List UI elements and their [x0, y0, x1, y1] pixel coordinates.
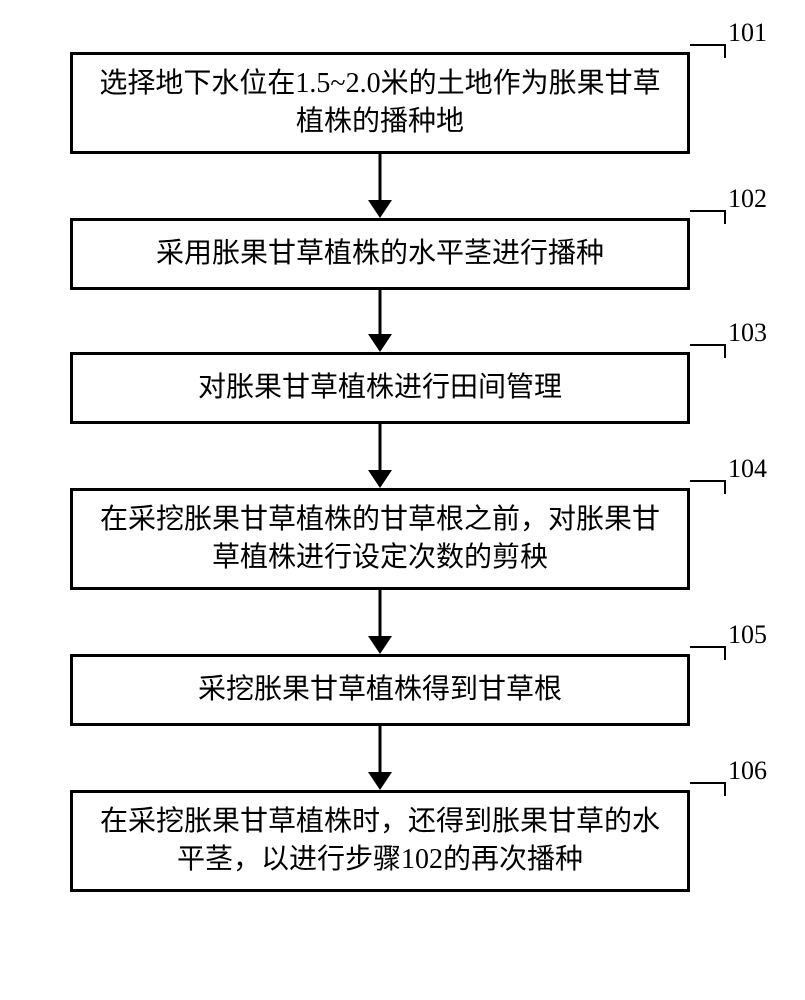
arrow-n105-n106 [0, 0, 805, 1000]
flowchart-canvas: 选择地下水位在1.5~2.0米的土地作为胀果甘草植株的播种地采用胀果甘草植株的水… [0, 0, 805, 1000]
